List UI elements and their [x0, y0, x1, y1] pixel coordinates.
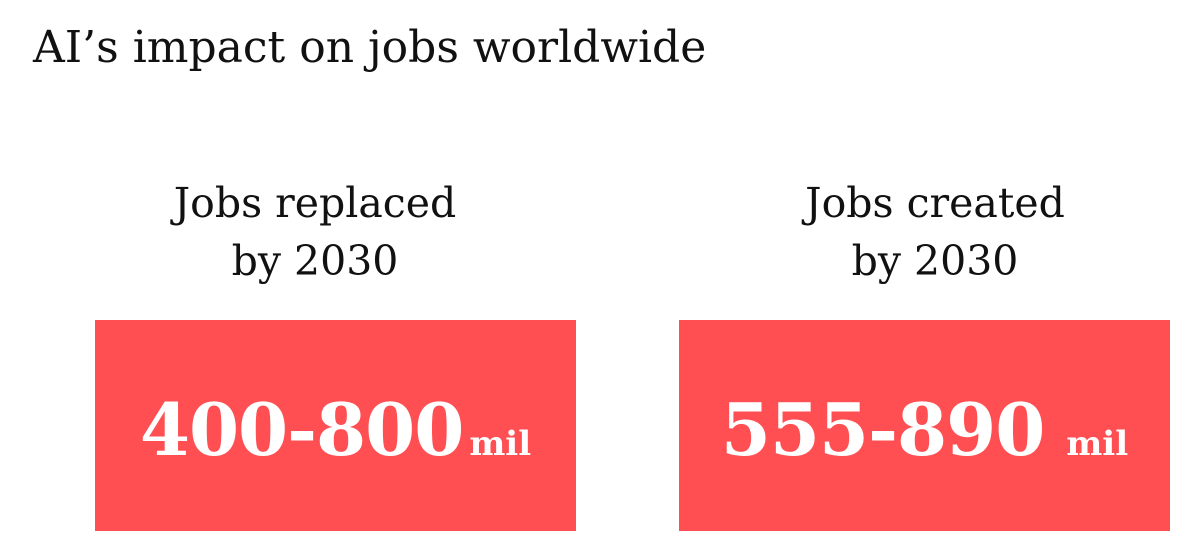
jobs-created-stat: 555-890 mil [720, 386, 1129, 472]
jobs-created-label: Jobs created by 2030 [680, 174, 1190, 290]
jobs-replaced-label-line2: by 2030 [231, 237, 399, 285]
jobs-replaced-stat-box: 400-800 mil [95, 320, 576, 531]
jobs-replaced-stat: 400-800 mil [139, 386, 532, 472]
jobs-created-stat-box: 555-890 mil [679, 320, 1170, 531]
jobs-replaced-label: Jobs replaced by 2030 [95, 174, 535, 290]
jobs-created-label-line1: Jobs created [805, 179, 1065, 227]
jobs-created-unit: mil [1066, 423, 1129, 464]
jobs-replaced-value: 400-800 [139, 386, 464, 472]
page-title: AI’s impact on jobs worldwide [33, 22, 707, 73]
jobs-created-value: 555-890 [720, 386, 1045, 472]
jobs-replaced-label-line1: Jobs replaced [173, 179, 457, 227]
jobs-created-label-line2: by 2030 [851, 237, 1019, 285]
jobs-replaced-unit: mil [469, 423, 532, 464]
